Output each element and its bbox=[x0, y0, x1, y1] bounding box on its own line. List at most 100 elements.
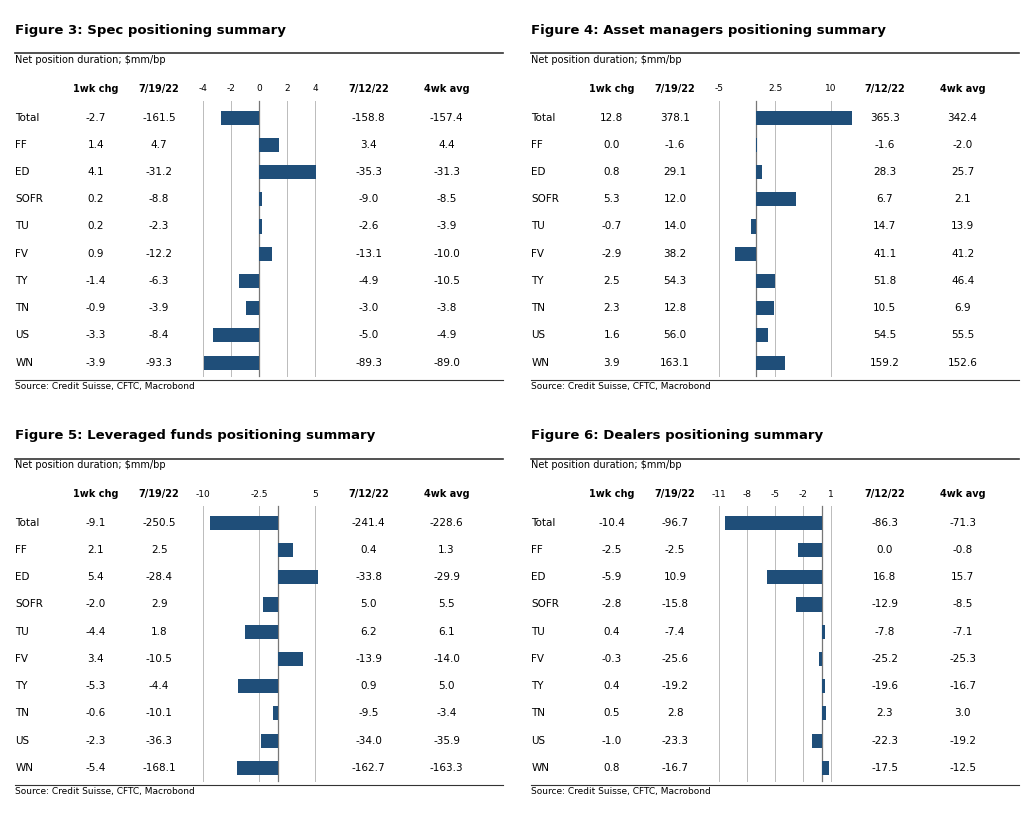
Text: Source: Credit Suisse, CFTC, Macrobond: Source: Credit Suisse, CFTC, Macrobond bbox=[15, 382, 195, 391]
Text: 5.5: 5.5 bbox=[439, 600, 455, 609]
Text: -35.3: -35.3 bbox=[355, 167, 382, 177]
Text: 46.4: 46.4 bbox=[950, 276, 974, 286]
Text: WN: WN bbox=[531, 358, 549, 368]
Text: -12.9: -12.9 bbox=[871, 600, 898, 609]
Text: 41.2: 41.2 bbox=[950, 248, 974, 259]
Text: WN: WN bbox=[531, 763, 549, 773]
Text: 12.0: 12.0 bbox=[664, 194, 686, 204]
Text: -157.4: -157.4 bbox=[429, 113, 463, 123]
Text: -8.4: -8.4 bbox=[149, 330, 169, 341]
Point bbox=[815, 502, 828, 511]
Point bbox=[253, 96, 265, 106]
Text: -4: -4 bbox=[198, 84, 207, 93]
Text: 2.9: 2.9 bbox=[151, 600, 167, 609]
Text: 1.3: 1.3 bbox=[439, 545, 455, 555]
Text: -86.3: -86.3 bbox=[871, 518, 898, 528]
Text: 54.3: 54.3 bbox=[664, 276, 687, 286]
Point bbox=[281, 371, 293, 381]
Text: 163.1: 163.1 bbox=[660, 358, 690, 368]
Text: -25.2: -25.2 bbox=[871, 654, 898, 664]
Text: -3.3: -3.3 bbox=[86, 330, 106, 341]
Text: -13.9: -13.9 bbox=[355, 654, 382, 664]
Text: 7/12/22: 7/12/22 bbox=[864, 84, 905, 94]
Text: 10: 10 bbox=[826, 84, 837, 93]
Text: -2.9: -2.9 bbox=[602, 248, 622, 259]
Text: Total: Total bbox=[531, 518, 556, 528]
Bar bbox=[259, 220, 262, 234]
Text: 4wk avg: 4wk avg bbox=[424, 84, 470, 94]
Bar bbox=[259, 192, 262, 207]
Text: 0.9: 0.9 bbox=[360, 681, 377, 691]
Text: Net position duration; $mm/bp: Net position duration; $mm/bp bbox=[531, 56, 682, 65]
Text: 54.5: 54.5 bbox=[873, 330, 896, 341]
Text: FV: FV bbox=[531, 248, 545, 259]
Text: 3.4: 3.4 bbox=[88, 654, 104, 664]
Text: Net position duration; $mm/bp: Net position duration; $mm/bp bbox=[531, 461, 682, 471]
Text: 0: 0 bbox=[256, 84, 262, 93]
Text: -3.0: -3.0 bbox=[358, 303, 379, 313]
Text: TU: TU bbox=[531, 627, 545, 636]
Text: -10: -10 bbox=[196, 489, 211, 498]
Text: -36.3: -36.3 bbox=[146, 735, 172, 746]
Text: 15.7: 15.7 bbox=[950, 572, 974, 583]
Text: -2.0: -2.0 bbox=[953, 140, 973, 150]
Text: 0.5: 0.5 bbox=[604, 708, 620, 718]
Text: 6.2: 6.2 bbox=[360, 627, 377, 636]
Text: -8.5: -8.5 bbox=[953, 600, 973, 609]
Text: 0.8: 0.8 bbox=[604, 167, 620, 177]
Bar bbox=[239, 274, 259, 288]
Bar bbox=[756, 328, 768, 342]
Bar bbox=[237, 761, 278, 775]
Point bbox=[769, 502, 781, 511]
Point bbox=[797, 776, 809, 786]
Bar bbox=[278, 543, 293, 557]
Text: -0.6: -0.6 bbox=[86, 708, 106, 718]
Text: TY: TY bbox=[531, 276, 544, 286]
Text: WN: WN bbox=[15, 358, 33, 368]
Point bbox=[225, 371, 237, 381]
Text: -2.5: -2.5 bbox=[665, 545, 685, 555]
Text: -2.6: -2.6 bbox=[358, 221, 379, 231]
Text: -163.3: -163.3 bbox=[429, 763, 463, 773]
Text: FV: FV bbox=[15, 654, 29, 664]
Text: 6.9: 6.9 bbox=[955, 303, 971, 313]
Text: 3.9: 3.9 bbox=[604, 358, 620, 368]
Text: -13.1: -13.1 bbox=[355, 248, 382, 259]
Text: ED: ED bbox=[531, 572, 546, 583]
Text: TU: TU bbox=[15, 221, 29, 231]
Point bbox=[825, 776, 837, 786]
Bar bbox=[821, 707, 827, 721]
Text: -71.3: -71.3 bbox=[949, 518, 976, 528]
Text: SOFR: SOFR bbox=[531, 600, 559, 609]
Point bbox=[281, 96, 293, 106]
Text: -89.3: -89.3 bbox=[355, 358, 382, 368]
Text: -96.7: -96.7 bbox=[662, 518, 688, 528]
Text: 4.1: 4.1 bbox=[88, 167, 104, 177]
Text: 6.7: 6.7 bbox=[876, 194, 893, 204]
Text: TN: TN bbox=[15, 303, 30, 313]
Text: -2: -2 bbox=[227, 84, 235, 93]
Bar bbox=[751, 220, 756, 234]
Text: 0.2: 0.2 bbox=[88, 194, 104, 204]
Text: -158.8: -158.8 bbox=[352, 113, 385, 123]
Text: -2.5: -2.5 bbox=[602, 545, 622, 555]
Text: FV: FV bbox=[531, 654, 545, 664]
Text: 12.8: 12.8 bbox=[664, 303, 687, 313]
Text: 4.4: 4.4 bbox=[439, 140, 455, 150]
Text: -23.3: -23.3 bbox=[662, 735, 688, 746]
Bar bbox=[260, 734, 278, 748]
Bar bbox=[263, 597, 278, 612]
Text: Net position duration; $mm/bp: Net position duration; $mm/bp bbox=[15, 56, 166, 65]
Text: -9.1: -9.1 bbox=[86, 518, 106, 528]
Text: 14.0: 14.0 bbox=[664, 221, 686, 231]
Text: 159.2: 159.2 bbox=[870, 358, 900, 368]
Text: 10.9: 10.9 bbox=[664, 572, 686, 583]
Text: -250.5: -250.5 bbox=[142, 518, 175, 528]
Text: 7/12/22: 7/12/22 bbox=[864, 489, 905, 499]
Text: -10.4: -10.4 bbox=[599, 518, 625, 528]
Text: -3.9: -3.9 bbox=[86, 358, 106, 368]
Point bbox=[741, 502, 753, 511]
Text: -168.1: -168.1 bbox=[142, 763, 176, 773]
Text: -2.5: -2.5 bbox=[251, 489, 267, 498]
Text: -0.7: -0.7 bbox=[602, 221, 622, 231]
